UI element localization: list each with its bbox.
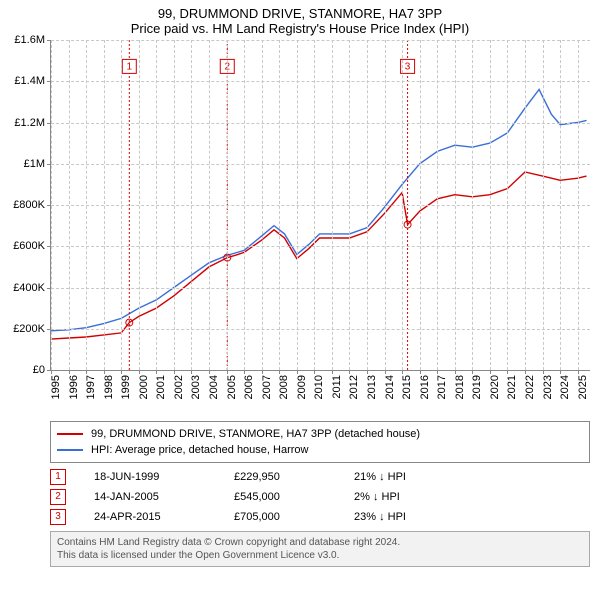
- sale-hpi-diff: 23% ↓ HPI: [354, 507, 474, 527]
- y-tick-label: £1.4M: [14, 75, 45, 87]
- x-tick-label: 2007: [261, 375, 273, 399]
- sale-row-marker: 1: [50, 469, 66, 485]
- legend-swatch: [57, 433, 83, 435]
- x-tick-label: 2005: [226, 375, 238, 399]
- sale-row-marker: 3: [50, 509, 66, 525]
- sale-price: £229,950: [234, 467, 354, 487]
- legend-swatch: [57, 449, 83, 451]
- y-tick-label: £600K: [13, 240, 45, 252]
- x-tick-label: 2010: [313, 375, 325, 399]
- x-tick-label: 1998: [103, 375, 115, 399]
- x-tick-label: 2024: [559, 375, 571, 399]
- x-tick-label: 2013: [366, 375, 378, 399]
- y-tick-label: £800K: [13, 199, 45, 211]
- x-tick-label: 2000: [138, 375, 150, 399]
- x-tick-label: 2021: [506, 375, 518, 399]
- chart-plot-area: 123 £0£200K£400K£600K£800K£1M£1.2M£1.4M£…: [50, 40, 590, 371]
- x-tick-label: 2025: [577, 375, 589, 399]
- x-tick-label: 2016: [419, 375, 431, 399]
- series-line: [51, 90, 587, 331]
- sales-table: 1 18-JUN-1999£229,95021% ↓ HPI 2 14-JAN-200…: [50, 467, 590, 527]
- sale-row: 2 14-JAN-2005£545,0002% ↓ HPI: [50, 487, 590, 507]
- chart-subtitle: Price paid vs. HM Land Registry's House …: [0, 21, 600, 40]
- sale-date: 24-APR-2015: [94, 507, 234, 527]
- x-tick-label: 1996: [68, 375, 80, 399]
- x-tick-label: 2009: [296, 375, 308, 399]
- y-tick-label: £1.2M: [14, 117, 45, 129]
- footer-line-1: Contains HM Land Registry data © Crown c…: [57, 536, 583, 549]
- x-tick-label: 2001: [155, 375, 167, 399]
- x-tick-label: 2018: [454, 375, 466, 399]
- sale-row-marker: 2: [50, 489, 66, 505]
- y-tick-label: £400K: [13, 282, 45, 294]
- sale-price: £545,000: [234, 487, 354, 507]
- sale-date: 14-JAN-2005: [94, 487, 234, 507]
- x-tick-label: 2003: [190, 375, 202, 399]
- legend-label: HPI: Average price, detached house, Harr…: [91, 442, 308, 458]
- x-tick-label: 2023: [542, 375, 554, 399]
- x-tick-label: 2015: [401, 375, 413, 399]
- sale-marker-number: 3: [405, 62, 411, 73]
- x-tick-label: 2019: [471, 375, 483, 399]
- sale-price: £705,000: [234, 507, 354, 527]
- x-tick-label: 2004: [208, 375, 220, 399]
- y-tick-label: £0: [33, 364, 45, 376]
- x-tick-label: 2020: [489, 375, 501, 399]
- legend-box: 99, DRUMMOND DRIVE, STANMORE, HA7 3PP (d…: [50, 421, 590, 463]
- series-line: [51, 172, 587, 339]
- sale-marker-number: 1: [127, 62, 133, 73]
- legend-label: 99, DRUMMOND DRIVE, STANMORE, HA7 3PP (d…: [91, 426, 420, 442]
- legend-item: HPI: Average price, detached house, Harr…: [57, 442, 583, 458]
- sale-row: 1 18-JUN-1999£229,95021% ↓ HPI: [50, 467, 590, 487]
- sale-hpi-diff: 2% ↓ HPI: [354, 487, 474, 507]
- sale-date: 18-JUN-1999: [94, 467, 234, 487]
- sale-hpi-diff: 21% ↓ HPI: [354, 467, 474, 487]
- chart-title: 99, DRUMMOND DRIVE, STANMORE, HA7 3PP: [0, 0, 600, 21]
- x-tick-label: 2002: [173, 375, 185, 399]
- footer-attribution: Contains HM Land Registry data © Crown c…: [50, 531, 590, 567]
- y-tick-label: £1M: [24, 158, 45, 170]
- x-tick-label: 2017: [436, 375, 448, 399]
- x-tick-label: 2008: [278, 375, 290, 399]
- y-tick-label: £1.6M: [14, 34, 45, 46]
- footer-line-2: This data is licensed under the Open Gov…: [57, 549, 583, 562]
- x-axis-labels: 1995 1996 1997 1998 1999 2000 2001 2002 2003 2004…: [50, 371, 590, 415]
- x-tick-label: 2014: [384, 375, 396, 399]
- x-tick-label: 2011: [331, 375, 343, 399]
- x-tick-label: 2006: [243, 375, 255, 399]
- y-tick-label: £200K: [13, 323, 45, 335]
- legend-item: 99, DRUMMOND DRIVE, STANMORE, HA7 3PP (d…: [57, 426, 583, 442]
- x-tick-label: 2022: [524, 375, 536, 399]
- x-tick-label: 1995: [50, 375, 62, 399]
- x-tick-label: 1997: [85, 375, 97, 399]
- x-tick-label: 2012: [348, 375, 360, 399]
- sale-row: 3 24-APR-2015£705,00023% ↓ HPI: [50, 507, 590, 527]
- x-tick-label: 1999: [120, 375, 132, 399]
